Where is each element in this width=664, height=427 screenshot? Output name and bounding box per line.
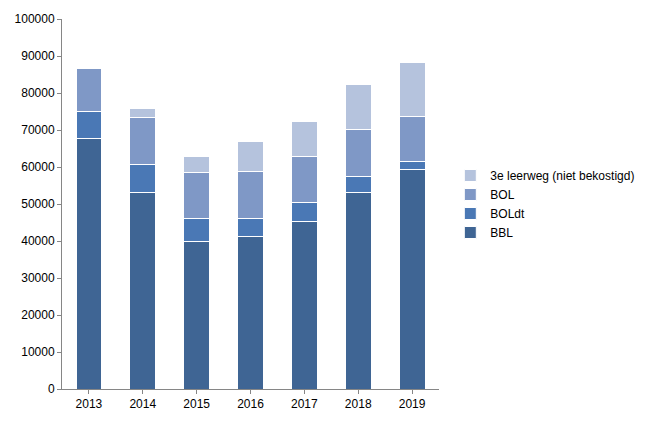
svg-text:BOLdt: BOLdt	[490, 207, 525, 221]
svg-text:60000: 60000	[21, 160, 55, 174]
svg-text:2017: 2017	[291, 397, 318, 411]
svg-text:100000: 100000	[15, 12, 55, 26]
svg-text:30000: 30000	[21, 271, 55, 285]
svg-text:70000: 70000	[21, 123, 55, 137]
svg-text:2016: 2016	[237, 397, 264, 411]
svg-text:20000: 20000	[21, 308, 55, 322]
svg-text:2014: 2014	[129, 397, 156, 411]
svg-text:2019: 2019	[399, 397, 426, 411]
svg-text:10000: 10000	[21, 345, 55, 359]
svg-text:40000: 40000	[21, 234, 55, 248]
svg-text:0: 0	[48, 382, 55, 396]
svg-text:BBL: BBL	[490, 226, 513, 240]
svg-text:BOL: BOL	[490, 188, 514, 202]
svg-text:90000: 90000	[21, 49, 55, 63]
svg-text:50000: 50000	[21, 197, 55, 211]
svg-text:3e leerweg (niet bekostigd): 3e leerweg (niet bekostigd)	[490, 169, 634, 183]
svg-text:2015: 2015	[183, 397, 210, 411]
svg-text:2018: 2018	[345, 397, 372, 411]
svg-text:2013: 2013	[76, 397, 103, 411]
svg-text:80000: 80000	[21, 86, 55, 100]
